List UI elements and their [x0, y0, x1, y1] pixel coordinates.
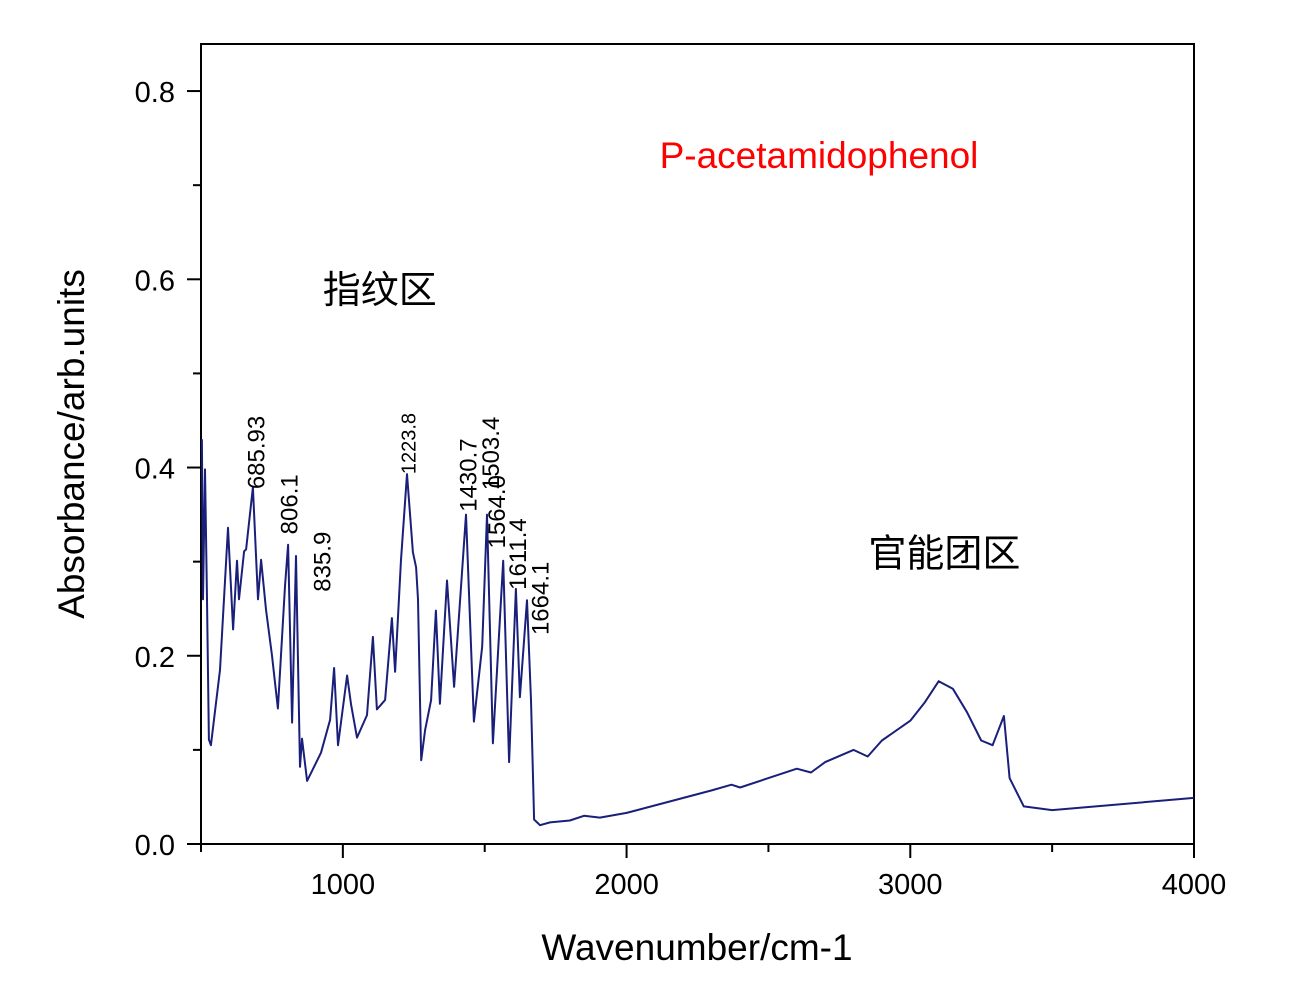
spectrum-line: [200, 439, 1195, 827]
y-tick-label: 0.0: [135, 830, 175, 862]
chart-title: P-acetamidophenol: [660, 135, 979, 176]
x-tick-label: 2000: [594, 869, 659, 901]
peak-label: 806.1: [277, 474, 304, 534]
y-tick-label: 0.6: [135, 265, 175, 297]
peak-label: 1564.0: [484, 475, 511, 548]
peak-label: 1503.4: [478, 417, 505, 490]
peak-label: 685.93: [243, 416, 270, 489]
y-tick-label: 0.8: [135, 77, 175, 109]
y-axis-label: Absorbance/arb.units: [51, 269, 92, 619]
peak-label: 1664.1: [527, 562, 554, 635]
peak-label: 835.9: [309, 532, 336, 592]
y-tick-label: 0.2: [135, 642, 175, 674]
y-tick-label: 0.4: [135, 454, 175, 486]
region-annotation: 官能团区: [868, 533, 1020, 575]
x-tick-label: 4000: [1162, 869, 1227, 901]
region-annotation: 指纹区: [323, 270, 437, 312]
x-tick-label: 3000: [878, 869, 943, 901]
peak-label: 1611.4: [505, 518, 532, 590]
peak-label: 1430.7: [455, 438, 482, 511]
x-axis-label: Wavenumber/cm-1: [541, 927, 852, 968]
peak-label: 1223.8: [399, 413, 421, 474]
x-tick-label: 1000: [311, 869, 376, 901]
